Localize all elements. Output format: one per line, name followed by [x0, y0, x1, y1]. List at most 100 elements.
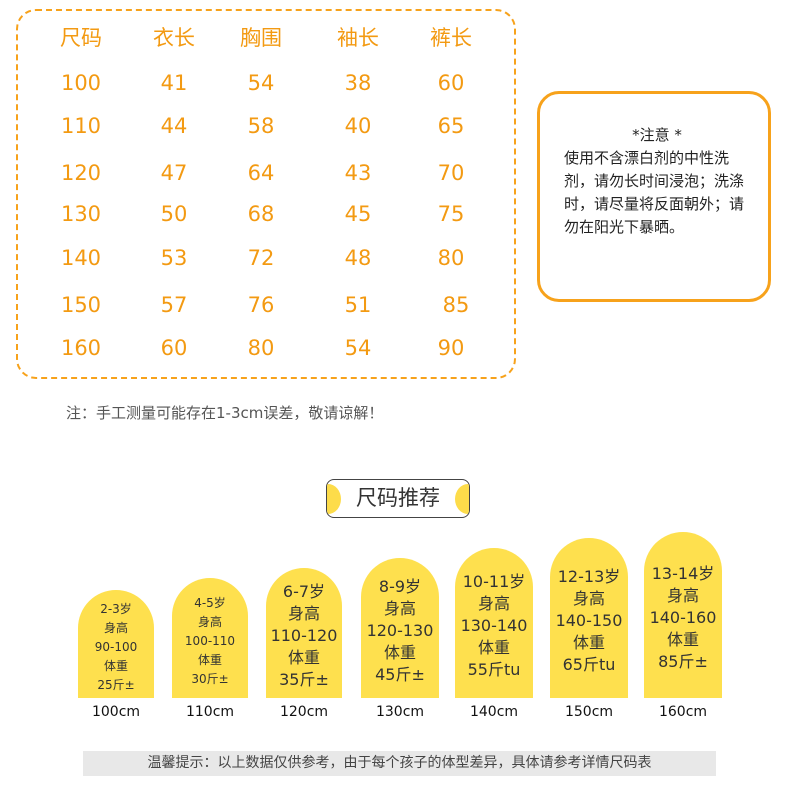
table-cell: 54 [247, 71, 275, 95]
size-label: 110cm [185, 704, 235, 720]
size-table: 尺码 衣长 胸围 袖长 裤长 100 41 54 38 60 110 44 58 40 65 120 47 64 4… [16, 9, 516, 379]
yellow-dot-right [455, 484, 469, 514]
size-card-weight: 65斤tu [562, 655, 616, 674]
table-cell: 160 [60, 336, 102, 360]
size-card-age: 10-11岁 [462, 572, 526, 591]
size-card-height: 110-120 [270, 626, 338, 645]
size-card-h-label: 身高 [572, 589, 605, 608]
size-card-weight: 85斤± [658, 652, 708, 671]
size-label: 140cm [469, 704, 519, 720]
size-card-w-label: 体重 [103, 658, 128, 673]
recommend-title-text: 尺码推荐 [356, 486, 440, 510]
size-card-h-label: 身高 [197, 614, 222, 629]
table-cell: 54 [344, 336, 372, 360]
table-header: 胸围 [240, 26, 282, 50]
size-card: 12-13岁 身高 140-150 体重 65斤tu [550, 538, 628, 698]
size-recommend-title: 尺码推荐 [326, 479, 470, 518]
table-cell: 150 [60, 293, 102, 317]
yellow-dot-left [327, 484, 341, 514]
size-card-w-label: 体重 [287, 648, 320, 667]
table-cell: 60 [437, 71, 465, 95]
table-cell: 90 [437, 336, 465, 360]
size-card-weight: 25斤± [97, 677, 135, 692]
table-cell: 64 [247, 161, 275, 185]
table-cell: 57 [160, 293, 188, 317]
table-cell: 80 [437, 246, 465, 270]
table-cell: 120 [60, 161, 102, 185]
table-cell: 53 [160, 246, 188, 270]
table-cell: 80 [247, 336, 275, 360]
measurement-disclaimer: 注：手工测量可能存在1-3cm误差，敬请谅解！ [66, 404, 384, 422]
size-card-weight: 55斤tu [467, 660, 521, 679]
table-cell: 48 [344, 246, 372, 270]
table-cell: 65 [437, 114, 465, 138]
care-note: *注意 * 使用不含漂白剂的中性洗剂，请勿长时间浸泡；洗涤时，请尽量将反面朝外；… [537, 91, 771, 302]
table-cell: 75 [437, 202, 465, 226]
table-cell: 44 [160, 114, 188, 138]
table-cell: 140 [60, 246, 102, 270]
size-label: 130cm [375, 704, 425, 720]
table-cell: 43 [344, 161, 372, 185]
size-card-age: 6-7岁 [282, 582, 326, 601]
table-cell: 50 [160, 202, 188, 226]
size-card-weight: 35斤± [279, 670, 329, 689]
size-card: 8-9岁身高 120-130 体重 45斤± [361, 558, 439, 698]
table-header: 袖长 [337, 26, 379, 50]
table-header: 裤长 [430, 26, 472, 50]
size-card-age: 8-9岁 [378, 577, 422, 596]
care-note-body: 使用不含漂白剂的中性洗剂，请勿长时间浸泡；洗涤时，请尽量将反面朝外；请勿在阳光下… [564, 149, 745, 236]
table-header: 尺码 [60, 26, 102, 50]
table-cell: 40 [344, 114, 372, 138]
size-card-height: 120-130 [366, 621, 434, 640]
size-card-age: 2-3岁 [100, 601, 132, 616]
size-card-h-label: 身高 [103, 620, 128, 635]
size-card-age: 12-13岁 [557, 567, 621, 586]
table-cell: 70 [437, 161, 465, 185]
size-card-h-label: 身高 [666, 586, 699, 605]
care-note-title: *注意 * [632, 126, 682, 144]
table-cell: 100 [60, 71, 102, 95]
table-cell: 41 [160, 71, 188, 95]
table-cell: 38 [344, 71, 372, 95]
table-cell: 68 [247, 202, 275, 226]
size-card-w-label: 体重 [666, 630, 699, 649]
table-cell: 110 [60, 114, 102, 138]
size-card-w-label: 体重 [383, 643, 416, 662]
size-card-weight: 45斤± [375, 665, 425, 684]
size-label: 120cm [279, 704, 329, 720]
size-card-weight: 30斤± [191, 671, 229, 686]
size-card-age: 4-5岁 [194, 595, 226, 610]
table-cell: 51 [344, 293, 372, 317]
table-cell: 85 [442, 293, 470, 317]
size-card-height: 100-110 [184, 633, 236, 648]
size-card: 10-11岁 身高 130-140 体重 55斤tu [455, 548, 533, 698]
table-cell: 45 [344, 202, 372, 226]
size-card-h-label: 身高 [383, 599, 416, 618]
table-header: 衣长 [153, 26, 195, 50]
size-card: 2-3岁身高 90-100 体重 25斤± [78, 590, 154, 698]
table-cell: 60 [160, 336, 188, 360]
table-cell: 72 [247, 246, 275, 270]
size-card: 13-14岁 身高 140-160 体重 85斤± [644, 532, 722, 698]
size-card-w-label: 体重 [572, 633, 605, 652]
size-card-height: 140-150 [555, 611, 623, 630]
table-cell: 58 [247, 114, 275, 138]
table-cell: 130 [60, 202, 102, 226]
size-card-w-label: 体重 [197, 652, 222, 667]
warm-tip: 温馨提示：以上数据仅供参考，由于每个孩子的体型差异，具体请参考详情尺码表 [83, 751, 716, 776]
size-card-age: 13-14岁 [651, 564, 715, 583]
size-card: 4-5岁身高 100-110 体重 30斤± [172, 578, 248, 698]
size-card-height: 130-140 [460, 616, 528, 635]
size-label: 160cm [658, 704, 708, 720]
size-card-height: 90-100 [94, 639, 138, 654]
size-card-h-label: 身高 [477, 594, 510, 613]
table-cell: 76 [247, 293, 275, 317]
size-label: 150cm [564, 704, 614, 720]
size-card: 6-7岁身高 110-120 体重 35斤± [266, 568, 342, 698]
size-label: 100cm [91, 704, 141, 720]
table-cell: 47 [160, 161, 188, 185]
size-card-height: 140-160 [649, 608, 717, 627]
size-card-w-label: 体重 [477, 638, 510, 657]
size-card-h-label: 身高 [287, 604, 320, 623]
